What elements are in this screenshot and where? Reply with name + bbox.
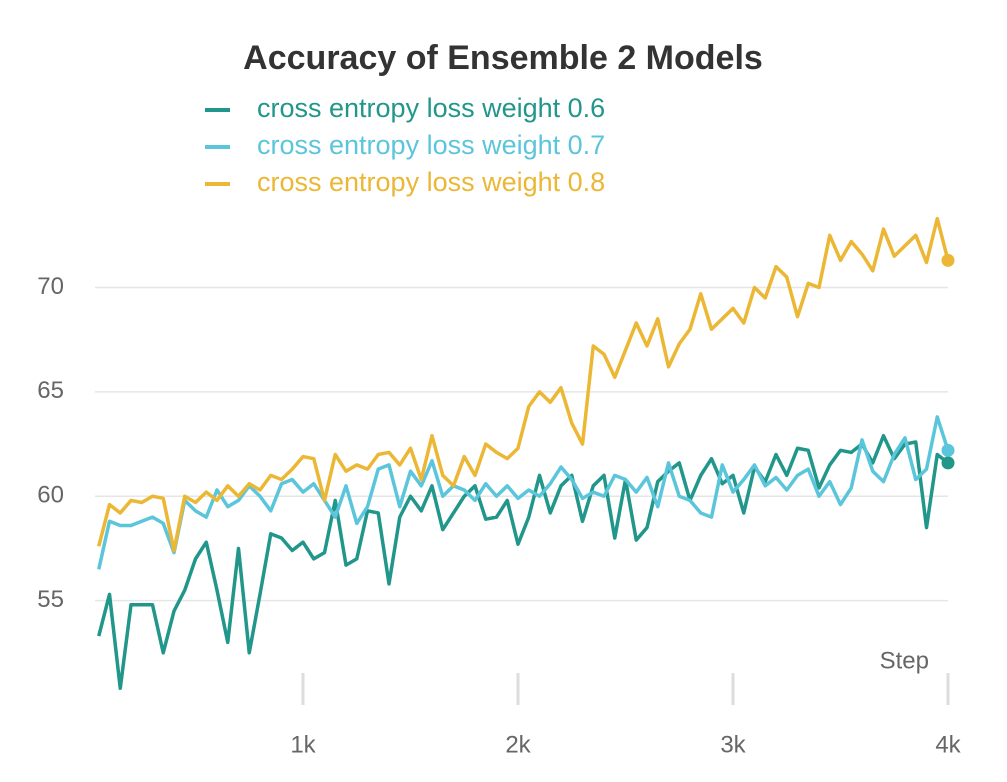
series-line [97, 433, 950, 691]
series-line [97, 415, 950, 570]
x-tick-label: 2k [505, 731, 531, 758]
y-tick-label: 55 [37, 586, 64, 613]
x-tick-label: 4k [935, 731, 961, 758]
x-tick-label: 3k [720, 731, 746, 758]
legend-label: cross entropy loss weight 0.7 [257, 130, 605, 160]
series-line [97, 216, 950, 553]
chart-title: Accuracy of Ensemble 2 Models [243, 39, 763, 77]
x-axis-label: Step [880, 647, 929, 674]
x-tick-label: 1k [290, 731, 316, 758]
legend-label: cross entropy loss weight 0.6 [257, 93, 605, 123]
y-tick-label: 65 [37, 377, 64, 404]
end-point [941, 456, 955, 470]
legend-label: cross entropy loss weight 0.8 [257, 167, 605, 197]
end-point [941, 443, 955, 457]
y-tick-label: 70 [37, 273, 64, 300]
y-tick-label: 60 [37, 482, 64, 509]
end-point [941, 253, 955, 267]
